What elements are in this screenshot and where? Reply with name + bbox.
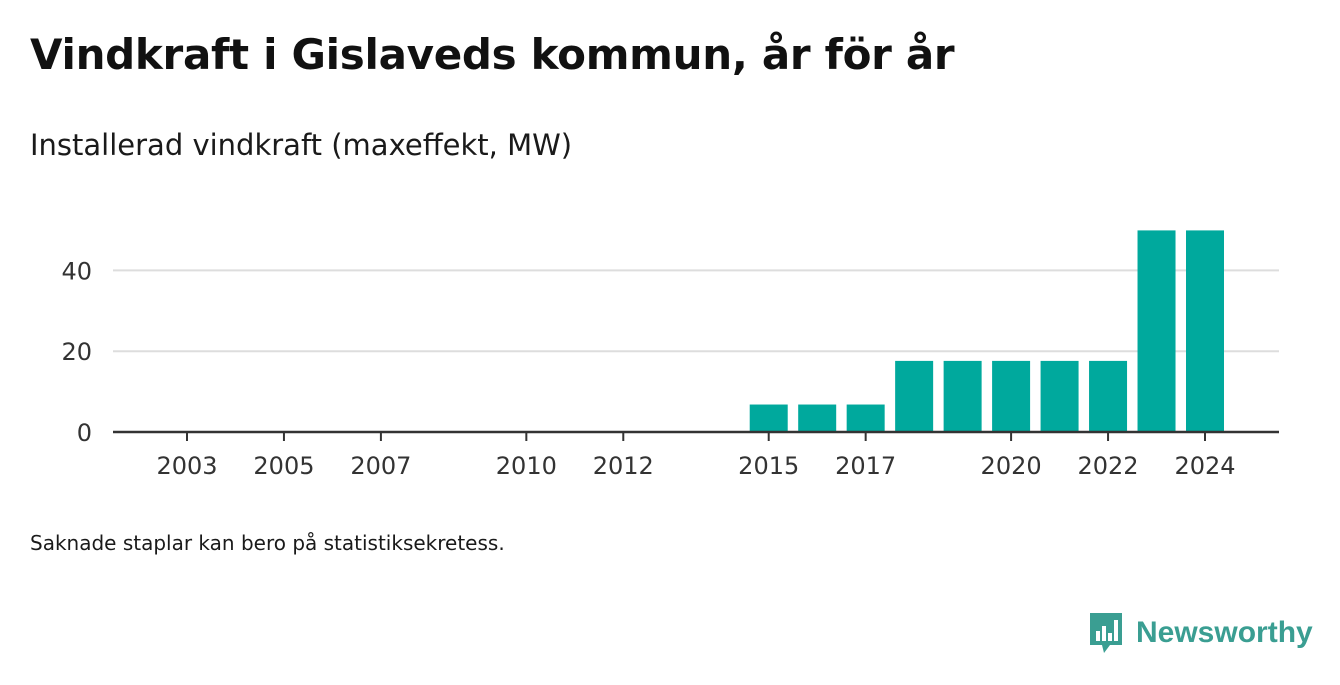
- x-tick-label: 2020: [981, 452, 1042, 480]
- bars: [749, 230, 1224, 432]
- newsworthy-logo-icon: [1090, 613, 1122, 653]
- brand-logo[interactable]: Newsworthy: [1088, 611, 1313, 655]
- x-tick-label: 2003: [156, 452, 217, 480]
- bar-2021: [1040, 360, 1079, 432]
- bar-chart: 0 20 40 2003 2005 2007 2010 2012 2015 2017 2020 202…: [61, 230, 1279, 480]
- bar-2024: [1186, 230, 1224, 432]
- axes: [113, 430, 1279, 441]
- bar-2016: [798, 404, 837, 432]
- bar-2017: [846, 404, 885, 432]
- y-tick-label: 20: [61, 338, 92, 366]
- bar-2022: [1089, 360, 1128, 432]
- y-tick-label: 40: [61, 257, 92, 285]
- bar-2023: [1137, 230, 1176, 432]
- x-tick-label: 2022: [1078, 452, 1139, 480]
- chart-subtitle: Installerad vindkraft (maxeffekt, MW): [30, 128, 573, 162]
- footnote: Saknade staplar kan bero på statistiksek…: [30, 531, 505, 555]
- bar-2018: [895, 360, 934, 432]
- bar-2019: [943, 360, 982, 432]
- brand-name: Newsworthy: [1136, 616, 1313, 649]
- x-tick-label: 2012: [593, 452, 654, 480]
- chart-title: Vindkraft i Gislaveds kommun, år för år: [30, 30, 955, 79]
- bar-2020: [992, 360, 1031, 432]
- x-tick-label: 2015: [738, 452, 799, 480]
- x-tick-label: 2007: [350, 452, 411, 480]
- bar-2015: [749, 404, 788, 432]
- tick-labels: 0 20 40 2003 2005 2007 2010 2012 2015 2017 2020 202…: [61, 257, 1235, 480]
- x-tick-label: 2024: [1174, 452, 1235, 480]
- x-tick-label: 2017: [835, 452, 896, 480]
- x-tick-label: 2005: [253, 452, 314, 480]
- x-tick-label: 2010: [496, 452, 557, 480]
- y-tick-label: 0: [77, 419, 92, 447]
- gridlines: [113, 269, 1279, 353]
